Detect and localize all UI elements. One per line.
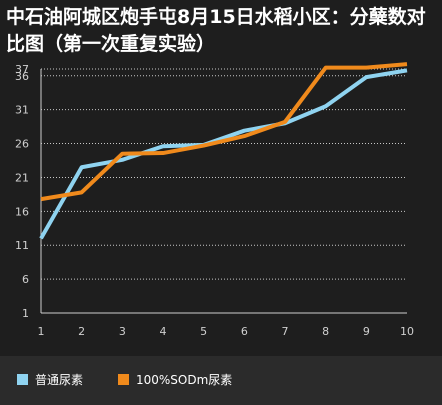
y-tick-label-11: 11 [15,239,29,252]
legend: 普通尿素 100%SODm尿素 [0,356,442,405]
x-tick-label-7: 7 [282,325,289,338]
y-tick-label-6: 6 [22,273,29,286]
legend-item-series-1: 普通尿素 [17,370,83,388]
legend-swatch-series-1 [17,373,28,385]
y-tick-label-16: 16 [15,205,29,218]
series-line-2 [40,62,408,202]
chart-title: 中石油阿城区炮手屯8月15日水稻小区：分蘖数对比图（第一次重复实验） [6,6,426,55]
y-tick-label-36: 36 [15,70,29,83]
series-layer [39,62,408,240]
grid-layer [41,68,407,314]
x-tick-label-5: 5 [200,325,207,338]
y-tick-label-26: 26 [15,138,29,151]
x-tick-label-6: 6 [241,325,248,338]
y-tick-label-1: 1 [22,307,29,320]
x-tick-label-2: 2 [78,325,85,338]
y-tick-label-37: 37 [15,63,29,76]
x-tick-label-8: 8 [322,325,329,338]
legend-label-series-1: 普通尿素 [35,372,84,387]
x-tick-label-10: 10 [400,325,414,338]
series-line-1 [39,68,408,240]
x-tick-label-1: 1 [38,325,45,338]
x-tick-label-3: 3 [119,325,126,338]
x-tick-label-9: 9 [363,325,370,338]
legend-item-series-2: 100%SODm尿素 [118,370,232,388]
y-tick-label-21: 21 [15,171,29,184]
y-tick-label-31: 31 [15,104,29,117]
x-tick-label-4: 4 [160,325,167,338]
legend-label-series-2: 100%SODm尿素 [136,372,233,387]
legend-swatch-series-2 [118,373,129,385]
